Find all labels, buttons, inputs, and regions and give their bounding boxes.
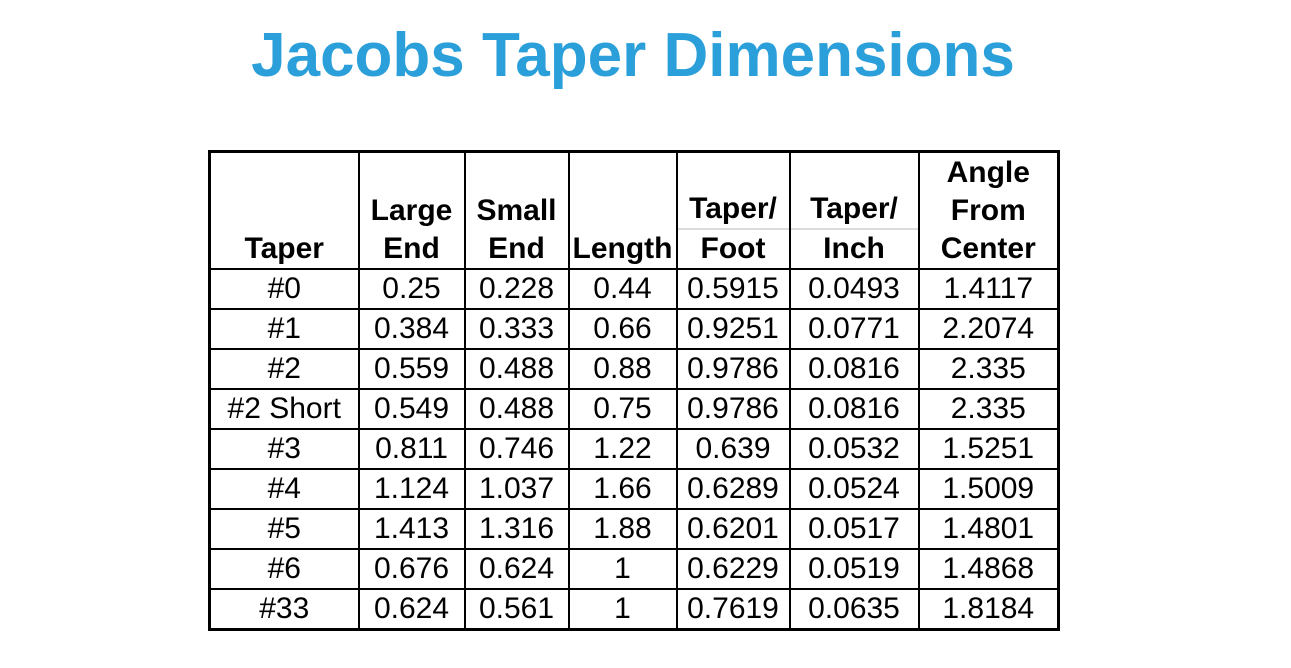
- cell-taper-per-foot: 0.9251: [675, 308, 791, 350]
- cell-small-end: 0.561: [463, 588, 570, 631]
- cell-large-end: 0.549: [357, 388, 466, 430]
- cell-taper-per-inch: 0.0517: [788, 508, 920, 550]
- cell-large-end: 0.559: [357, 348, 466, 390]
- col-header-length: Length: [567, 150, 678, 270]
- cell-length: 0.75: [567, 388, 678, 430]
- cell-length: 1.22: [567, 428, 678, 470]
- cell-taper: #5: [208, 508, 360, 550]
- table-row: #33 0.624 0.561 1 0.7619 0.0635 1.8184: [208, 588, 1060, 631]
- cell-large-end: 1.124: [357, 468, 466, 510]
- col-header-taper-per-foot: Taper/ Foot: [675, 150, 791, 270]
- cell-small-end: 0.624: [463, 548, 570, 590]
- table-row: #5 1.413 1.316 1.88 0.6201 0.0517 1.4801: [208, 508, 1060, 550]
- cell-angle-from-center: 2.335: [917, 388, 1060, 430]
- cell-length: 1.66: [567, 468, 678, 510]
- cell-large-end: 0.25: [357, 268, 466, 310]
- cell-angle-from-center: 1.5251: [917, 428, 1060, 470]
- cell-large-end: 0.384: [357, 308, 466, 350]
- header-line: Taper: [244, 232, 324, 265]
- cell-angle-from-center: 2.2074: [917, 308, 1060, 350]
- header-line: Large: [370, 194, 453, 227]
- cell-small-end: 0.746: [463, 428, 570, 470]
- header-line: Angle: [946, 156, 1030, 189]
- col-header-taper-per-inch: Taper/ Inch: [788, 150, 920, 270]
- cell-taper-per-inch: 0.0635: [788, 588, 920, 631]
- cell-taper: #33: [208, 588, 360, 631]
- table-row: #2 Short 0.549 0.488 0.75 0.9786 0.0816 …: [208, 388, 1060, 430]
- header-line: Taper/: [689, 192, 777, 225]
- header-line: Length: [572, 232, 673, 265]
- cell-taper-per-foot: 0.6229: [675, 548, 791, 590]
- header-line: Foot: [678, 228, 788, 267]
- cell-large-end: 1.413: [357, 508, 466, 550]
- cell-taper-per-foot: 0.5915: [675, 268, 791, 310]
- cell-taper-per-inch: 0.0519: [788, 548, 920, 590]
- cell-small-end: 1.037: [463, 468, 570, 510]
- table-row: #6 0.676 0.624 1 0.6229 0.0519 1.4868: [208, 548, 1060, 590]
- cell-taper: #2 Short: [208, 388, 360, 430]
- cell-taper-per-inch: 0.0532: [788, 428, 920, 470]
- header-line: End: [488, 232, 545, 265]
- cell-angle-from-center: 1.4801: [917, 508, 1060, 550]
- cell-large-end: 0.676: [357, 548, 466, 590]
- cell-large-end: 0.624: [357, 588, 466, 631]
- cell-taper: #1: [208, 308, 360, 350]
- cell-length: 0.88: [567, 348, 678, 390]
- cell-length: 1: [567, 588, 678, 631]
- cell-taper-per-foot: 0.6201: [675, 508, 791, 550]
- header-line: From: [950, 194, 1026, 227]
- cell-angle-from-center: 1.8184: [917, 588, 1060, 631]
- cell-small-end: 0.333: [463, 308, 570, 350]
- cell-taper: #3: [208, 428, 360, 470]
- cell-taper: #6: [208, 548, 360, 590]
- table-row: #2 0.559 0.488 0.88 0.9786 0.0816 2.335: [208, 348, 1060, 390]
- header-line: Taper/: [810, 192, 898, 225]
- cell-angle-from-center: 1.4117: [917, 268, 1060, 310]
- cell-angle-from-center: 1.5009: [917, 468, 1060, 510]
- cell-taper-per-foot: 0.7619: [675, 588, 791, 631]
- cell-length: 1: [567, 548, 678, 590]
- cell-taper-per-inch: 0.0816: [788, 388, 920, 430]
- cell-taper-per-foot: 0.9786: [675, 348, 791, 390]
- cell-taper: #0: [208, 268, 360, 310]
- table-row: #3 0.811 0.746 1.22 0.639 0.0532 1.5251: [208, 428, 1060, 470]
- header-line: Small: [476, 194, 557, 227]
- col-header-angle-from-center: Angle From Center: [917, 150, 1060, 270]
- header-line: Inch: [791, 228, 917, 267]
- cell-taper: #4: [208, 468, 360, 510]
- cell-length: 0.66: [567, 308, 678, 350]
- col-header-small-end: Small End: [463, 150, 570, 270]
- cell-large-end: 0.811: [357, 428, 466, 470]
- table-header-row: Taper Large End Small End Length Taper/ …: [208, 150, 1060, 270]
- cell-length: 1.88: [567, 508, 678, 550]
- cell-small-end: 0.488: [463, 388, 570, 430]
- page-title: Jacobs Taper Dimensions: [251, 21, 1015, 90]
- table-row: #0 0.25 0.228 0.44 0.5915 0.0493 1.4117: [208, 268, 1060, 310]
- cell-angle-from-center: 2.335: [917, 348, 1060, 390]
- cell-taper-per-inch: 0.0816: [788, 348, 920, 390]
- cell-taper-per-foot: 0.6289: [675, 468, 791, 510]
- cell-angle-from-center: 1.4868: [917, 548, 1060, 590]
- jacobs-taper-table: Taper Large End Small End Length Taper/ …: [208, 150, 1060, 631]
- table-row: #4 1.124 1.037 1.66 0.6289 0.0524 1.5009: [208, 468, 1060, 510]
- cell-length: 0.44: [567, 268, 678, 310]
- col-header-large-end: Large End: [357, 150, 466, 270]
- table-row: #1 0.384 0.333 0.66 0.9251 0.0771 2.2074: [208, 308, 1060, 350]
- cell-small-end: 1.316: [463, 508, 570, 550]
- cell-small-end: 0.228: [463, 268, 570, 310]
- col-header-taper: Taper: [208, 150, 360, 270]
- cell-taper-per-inch: 0.0771: [788, 308, 920, 350]
- cell-taper-per-inch: 0.0524: [788, 468, 920, 510]
- cell-taper-per-foot: 0.9786: [675, 388, 791, 430]
- cell-taper-per-foot: 0.639: [675, 428, 791, 470]
- cell-small-end: 0.488: [463, 348, 570, 390]
- cell-taper-per-inch: 0.0493: [788, 268, 920, 310]
- cell-taper: #2: [208, 348, 360, 390]
- header-line: End: [383, 232, 440, 265]
- header-line: Center: [940, 232, 1036, 265]
